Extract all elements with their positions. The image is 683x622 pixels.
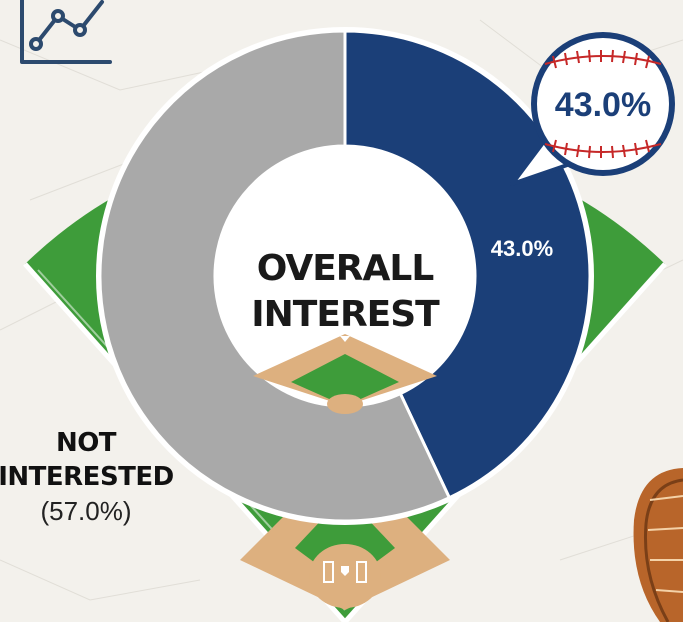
not-interested-label: NOT INTERESTED (57.0%) bbox=[0, 426, 186, 528]
line-chart-icon bbox=[20, 0, 112, 64]
slice-value-label: 43.0% bbox=[491, 236, 553, 261]
batters-box-left bbox=[323, 561, 334, 583]
not-interested-line1: NOT bbox=[55, 428, 117, 458]
center-second-base bbox=[340, 336, 350, 342]
home-plate bbox=[341, 566, 349, 576]
not-interested-line2: INTERESTED bbox=[0, 462, 174, 492]
center-pitchers-mound bbox=[327, 394, 363, 414]
donut-chart bbox=[96, 27, 594, 525]
donut-slice-not-interested bbox=[98, 29, 452, 523]
not-interested-value: (57.0%) bbox=[40, 496, 132, 526]
donut-outer-rim bbox=[96, 27, 594, 525]
baseball-glove-icon bbox=[633, 468, 683, 622]
donut-slice-interested bbox=[343, 29, 592, 500]
callout-value: 43.0% bbox=[555, 86, 651, 124]
batters-box-right bbox=[356, 561, 367, 583]
center-label-line1: OVERALL bbox=[257, 248, 434, 289]
center-label-line2: INTEREST bbox=[251, 294, 440, 335]
baseball-icon: 43.0% bbox=[510, 32, 675, 186]
donut-center bbox=[216, 147, 474, 405]
center-infield-grass bbox=[291, 354, 399, 406]
